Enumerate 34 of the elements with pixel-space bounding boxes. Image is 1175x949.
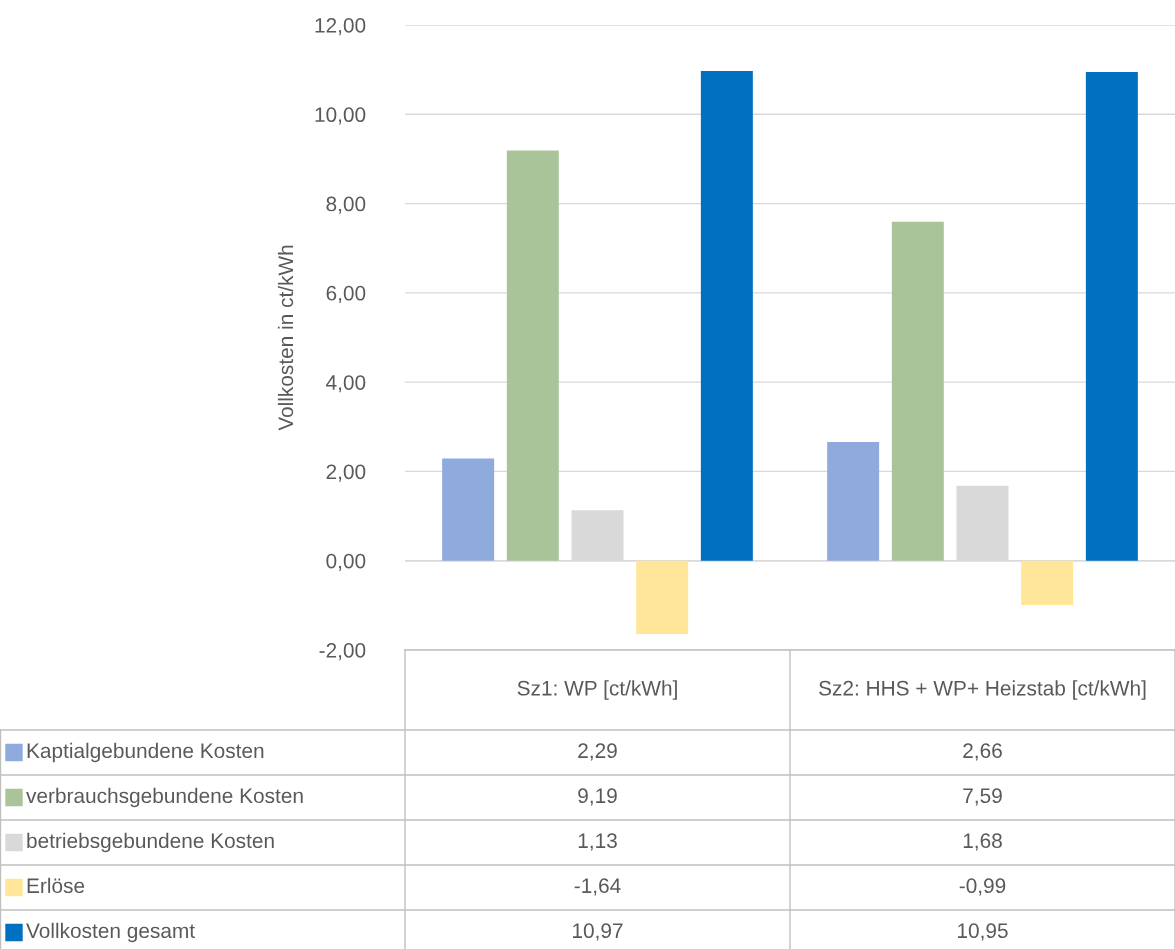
data-label: -0,99 <box>959 878 1006 896</box>
y-tick-label: -2,00 <box>319 643 366 661</box>
data-label: 2,29 <box>578 743 617 761</box>
y-tick-label: 8,00 <box>326 196 366 214</box>
y-tick-label: 2,00 <box>326 464 366 482</box>
y-tick-label: 0,00 <box>326 553 366 571</box>
x-tick-label: Sz1: WP [ct/kWh] <box>517 680 677 700</box>
y-tick-label: 10,00 <box>315 107 366 125</box>
x-tick-label: Sz2: HHS + WP+ Heizstab [ct/kWh] <box>819 680 1146 700</box>
y-tick-label: 12,00 <box>315 18 366 36</box>
legend-label: Erlöse <box>27 877 85 894</box>
bar <box>506 150 559 561</box>
bar <box>1085 71 1138 561</box>
y-axis-title: Vollkosten in ct/kWh <box>277 245 294 431</box>
data-label: 9,19 <box>578 788 617 806</box>
legend-label: verbrauchsgebundene Kosten <box>26 787 303 808</box>
y-tick-label: 6,00 <box>326 285 366 304</box>
bar <box>827 441 880 561</box>
data-label: 1,68 <box>963 833 1002 851</box>
bar <box>891 221 944 561</box>
bar <box>636 560 689 634</box>
legend-label: betriebsgebundene Kosten <box>27 832 274 853</box>
data-label: 2,66 <box>963 743 1002 761</box>
y-tick-label: 4,00 <box>326 375 366 393</box>
data-label: -1,64 <box>574 878 621 896</box>
legend-label: Vollkosten gesamt <box>26 922 195 943</box>
data-label: 7,59 <box>963 788 1002 806</box>
data-label: 10,97 <box>573 923 623 941</box>
data-label: 1,13 <box>578 833 617 851</box>
legend-label: Kaptialgebundene Kosten <box>27 742 264 763</box>
data-label: 10,95 <box>958 923 1008 941</box>
bar <box>442 458 495 561</box>
bar <box>700 70 753 561</box>
bar <box>1021 560 1074 605</box>
